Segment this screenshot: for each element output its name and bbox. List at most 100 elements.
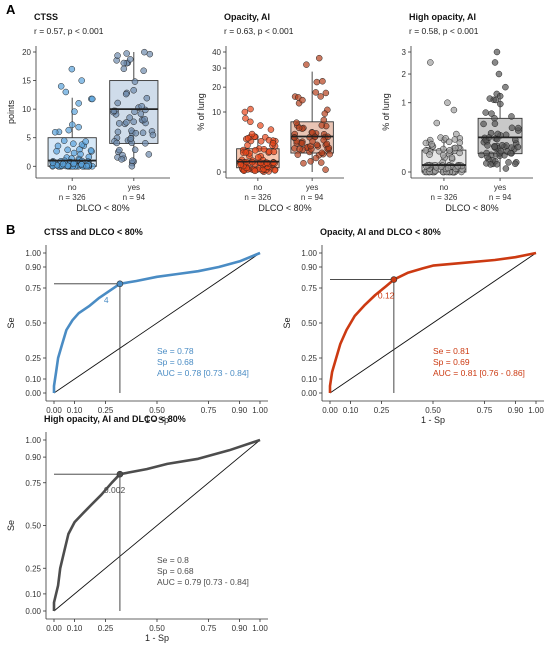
data-point: [116, 146, 123, 154]
roc-panel-1: Opacity, AI and DLCO < 80% 0.00 0.10 0.25 0.…: [282, 227, 544, 425]
y-tick-label: 1.00: [25, 436, 41, 445]
x-axis-label: 1 - Sp: [145, 633, 169, 643]
data-point: [242, 115, 249, 122]
data-point: [123, 119, 130, 126]
n-label: n = 94: [489, 193, 512, 202]
x-tick-label: 0.10: [67, 406, 83, 415]
data-point: [293, 119, 300, 126]
category-label: no: [68, 183, 77, 192]
data-point: [270, 159, 277, 166]
data-point: [317, 159, 325, 166]
y-tick-label: 0.75: [301, 284, 317, 293]
data-point: [319, 77, 326, 85]
diagonal-reference: [53, 439, 261, 612]
data-point: [507, 149, 514, 157]
data-point: [130, 87, 137, 94]
data-point: [427, 59, 434, 66]
stat-line: Sp = 0.69: [433, 357, 470, 367]
data-point: [141, 115, 148, 123]
category-label: no: [439, 183, 448, 192]
data-point: [257, 138, 265, 145]
data-point: [70, 149, 78, 157]
threshold-label: 0.002: [104, 485, 126, 495]
cut-point: [116, 470, 124, 478]
data-point: [317, 93, 324, 100]
data-point: [57, 83, 65, 90]
data-point: [129, 157, 136, 164]
x-tick-label: 0.50: [149, 624, 165, 633]
y-axis-label: % of lung: [381, 93, 391, 131]
data-point: [315, 54, 323, 62]
threshold-label: 0.12: [378, 291, 395, 301]
x-tick-label: 0.75: [201, 406, 217, 415]
diagonal-reference: [329, 252, 537, 394]
data-point: [145, 151, 153, 158]
data-point: [321, 110, 329, 117]
data-point: [512, 160, 519, 168]
roc-title: CTSS and DLCO < 80%: [44, 227, 143, 237]
data-point: [312, 89, 320, 96]
data-point: [318, 122, 326, 129]
data-point: [514, 143, 522, 151]
data-point: [299, 96, 306, 104]
y-tick-label: 3: [402, 48, 407, 57]
y-tick-label: 0.50: [301, 319, 317, 328]
data-point: [137, 110, 145, 118]
data-point: [493, 161, 501, 168]
x-axis-label: DLCO < 80%: [76, 203, 129, 213]
x-axis-label: DLCO < 80%: [445, 203, 498, 213]
data-point: [452, 144, 459, 152]
data-point: [252, 147, 259, 154]
y-tick-label: 0.75: [25, 479, 41, 488]
data-point: [496, 92, 504, 100]
box-panel-1: Opacity, AI r = 0.63, p < 0.001 0 10 20 30 40%…: [196, 12, 344, 213]
y-tick-label: 40: [212, 48, 221, 57]
x-tick-label: 0.90: [508, 406, 524, 415]
data-point: [78, 77, 85, 84]
data-point: [493, 48, 501, 56]
y-tick-label: 10: [22, 105, 31, 114]
data-point: [483, 149, 490, 157]
data-point: [123, 50, 130, 57]
data-point: [323, 140, 331, 148]
roc-panel-0: CTSS and DLCO < 80% 0.00 0.10 0.25 0.50 0.75 0…: [6, 227, 268, 425]
data-point: [491, 120, 499, 127]
data-point: [320, 116, 328, 124]
category-label: yes: [306, 183, 318, 192]
data-point: [515, 124, 522, 132]
y-tick-label: 0.90: [25, 263, 41, 272]
data-point: [241, 108, 249, 116]
data-point: [422, 139, 430, 147]
roc-panel-2: High opacity, AI and DLCO < 80% 0.00 0.10 0…: [6, 414, 268, 643]
n-label: n = 326: [430, 193, 457, 202]
box-subtitle: r = 0.57, p < 0.001: [34, 26, 104, 36]
panel-label-a: A: [6, 2, 16, 17]
data-point: [294, 151, 302, 158]
data-point: [75, 100, 82, 107]
y-tick-label: 0: [217, 168, 222, 177]
roc-title: High opacity, AI and DLCO < 80%: [44, 414, 186, 424]
category-label: yes: [128, 183, 140, 192]
data-point: [139, 129, 147, 137]
data-point: [247, 105, 254, 113]
data-point: [309, 138, 316, 145]
data-point: [254, 154, 262, 161]
x-tick-label: 0.25: [374, 406, 390, 415]
data-point: [114, 128, 122, 136]
data-point: [128, 162, 136, 170]
data-point: [131, 146, 139, 153]
data-point: [497, 100, 504, 108]
data-point: [244, 142, 251, 149]
y-tick-label: 2: [402, 70, 407, 79]
data-point: [422, 162, 430, 170]
data-point: [114, 99, 121, 107]
data-point: [296, 145, 303, 153]
data-point: [244, 134, 252, 142]
roc-curve: [328, 251, 537, 393]
data-point: [237, 161, 244, 168]
x-tick-label: 0.75: [477, 406, 493, 415]
y-tick-label: 20: [22, 48, 31, 57]
data-point: [87, 147, 95, 154]
